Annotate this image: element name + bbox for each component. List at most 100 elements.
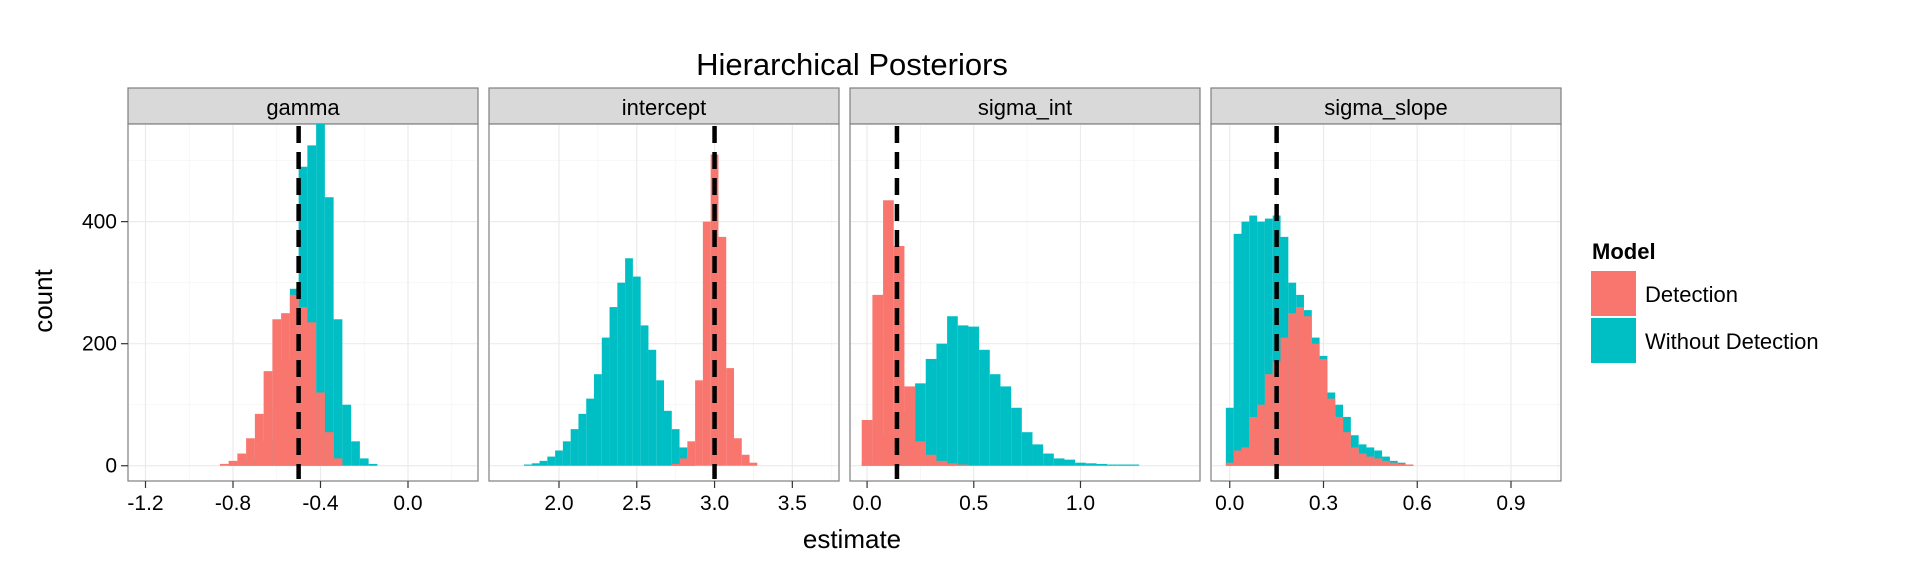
bar-without-detection (1000, 386, 1012, 466)
bar-without-detection (1225, 407, 1234, 466)
bar-without-detection (333, 319, 343, 466)
bar-without-detection (1241, 221, 1250, 466)
bar-detection (1311, 343, 1320, 466)
x-tick-label: -0.4 (302, 492, 339, 515)
bar-without-detection (555, 450, 563, 466)
legend: Model Detection Without Detection (1591, 239, 1819, 363)
bar-detection (925, 454, 937, 466)
bar-detection (1343, 432, 1351, 466)
facet-strip (849, 87, 1201, 125)
facet-strip (127, 87, 479, 125)
bar-without-detection (307, 145, 317, 466)
bar-without-detection (671, 429, 680, 466)
bar-without-detection (947, 316, 958, 466)
bar-detection (289, 294, 299, 466)
bar-without-detection (957, 325, 969, 466)
bar-detection (1350, 447, 1359, 466)
bar-detection (936, 460, 948, 466)
bar-detection (915, 441, 926, 466)
bar-without-detection (586, 398, 594, 466)
x-tick-label: 0.9 (1496, 492, 1525, 515)
bar-without-detection (562, 441, 571, 466)
bar-detection (718, 236, 727, 466)
bar-without-detection (1085, 463, 1097, 466)
bar-without-detection (640, 325, 649, 466)
bar-detection (679, 458, 688, 466)
bar-detection (228, 460, 238, 466)
bar-detection (1335, 416, 1344, 466)
facet-strip-label: gamma (266, 95, 340, 120)
x-tick-label: 0.6 (1403, 492, 1432, 515)
bar-without-detection (1374, 450, 1383, 466)
bar-detection (237, 453, 247, 466)
bar-detection (333, 458, 343, 466)
bar-detection (1389, 462, 1398, 466)
bar-without-detection (1021, 432, 1033, 466)
bar-without-detection (359, 458, 369, 466)
x-tick-label: 0.0 (852, 492, 881, 515)
bar-without-detection (989, 374, 1001, 466)
bar-without-detection (617, 282, 626, 466)
bar-detection (695, 380, 703, 466)
bar-without-detection (1264, 218, 1273, 466)
bar-detection (1382, 460, 1390, 466)
bar-without-detection (351, 441, 360, 466)
bar-detection (1280, 337, 1289, 466)
facet-sigma-slope: sigma_slope 0.0 0.3 0.6 0.9 (1210, 87, 1562, 515)
x-tick-label: 0.0 (1215, 492, 1244, 515)
x-tick-label: -0.8 (215, 492, 251, 515)
bar-detection (307, 322, 317, 466)
bar-without-detection (925, 358, 937, 466)
bar-without-detection (1233, 233, 1242, 466)
bar-without-detection (1128, 464, 1140, 466)
bar-without-detection (679, 447, 688, 466)
bar-detection (1405, 464, 1414, 466)
bar-detection (219, 463, 229, 466)
bar-detection (979, 465, 990, 466)
bar-without-detection (316, 124, 325, 466)
bar-without-detection (632, 276, 641, 466)
y-tick-label: 0 (105, 455, 117, 478)
bar-detection (687, 441, 696, 466)
bar-detection (671, 463, 680, 466)
bar-without-detection (979, 349, 990, 466)
x-tick-label: 2.0 (544, 492, 573, 515)
bar-without-detection (1366, 447, 1375, 466)
bar-without-detection (1064, 459, 1076, 466)
legend-title: Model (1592, 239, 1656, 264)
x-tick-label: 0.5 (959, 492, 988, 515)
bar-without-detection (656, 380, 664, 466)
legend-label-without-detection: Without Detection (1645, 329, 1819, 354)
bar-detection (281, 313, 290, 466)
bar-detection (741, 454, 750, 466)
bar-without-detection (1096, 463, 1108, 466)
facet-intercept: intercept 2.0 2.5 3.0 3.5 (488, 87, 840, 515)
legend-swatch-without-detection (1591, 318, 1636, 363)
facet-sigma-int: sigma_int 0.0 0.5 1.0 (849, 87, 1201, 515)
bar-detection (1296, 307, 1304, 466)
bar-without-detection (648, 349, 657, 466)
facet-strip-label: intercept (622, 95, 706, 120)
bar-without-detection (368, 463, 378, 466)
bar-detection (1241, 447, 1250, 466)
y-axis-label: count (28, 268, 58, 332)
facet-strip (1210, 87, 1562, 125)
bar-detection (1374, 458, 1383, 466)
bar-without-detection (1075, 462, 1086, 466)
bar-detection (957, 464, 969, 466)
bar-without-detection (578, 413, 587, 466)
bar-detection (324, 432, 334, 466)
bar-without-detection (601, 337, 610, 466)
bar-detection (1397, 463, 1406, 466)
bar-detection (861, 419, 873, 466)
facet-strip-label: sigma_int (978, 95, 1072, 120)
bar-without-detection (539, 460, 548, 466)
bar-without-detection (915, 383, 926, 466)
bar-detection (316, 392, 325, 466)
bar-without-detection (531, 463, 540, 466)
bar-detection (1358, 453, 1367, 466)
bar-detection (883, 200, 894, 466)
bar-detection (1249, 416, 1258, 466)
bar-detection (872, 294, 884, 466)
chart-title: Hierarchical Posteriors (696, 47, 1008, 82)
